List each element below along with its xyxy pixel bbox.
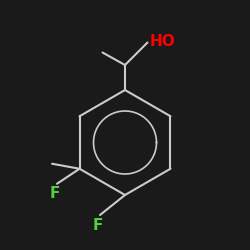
Text: F: F: [92, 218, 103, 232]
Text: F: F: [49, 186, 60, 201]
Text: HO: HO: [150, 34, 176, 49]
